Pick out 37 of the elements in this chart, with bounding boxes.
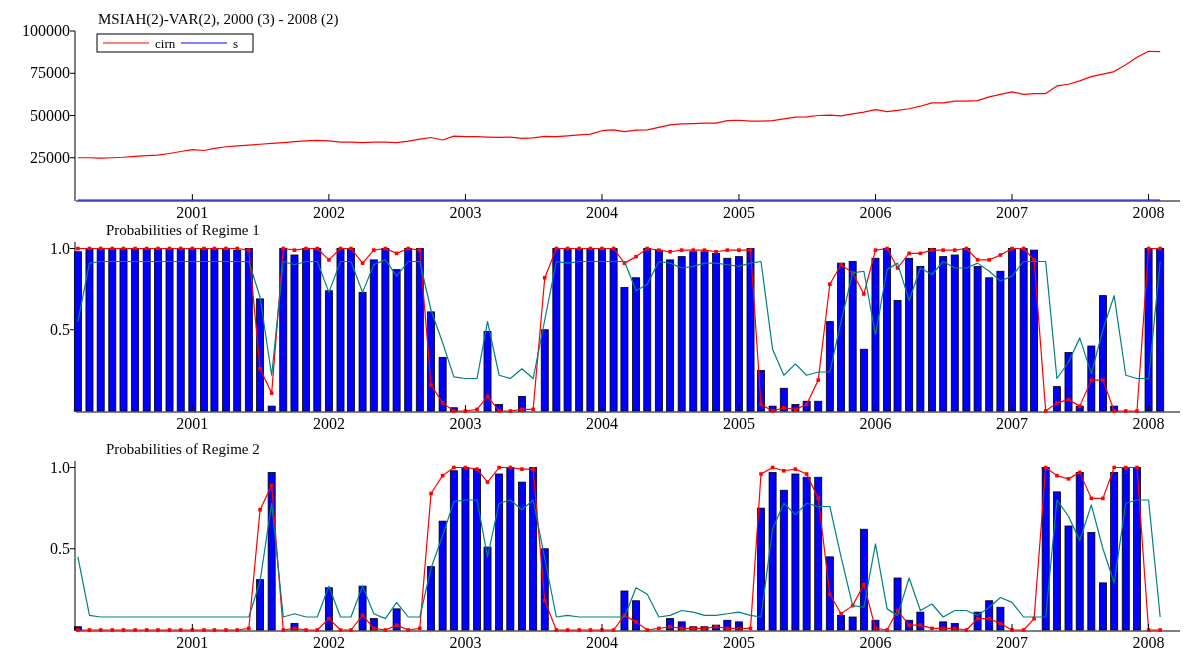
- y-tick-label: 0.5: [50, 320, 70, 338]
- legend-label: s: [233, 36, 239, 51]
- x-tick-label: 2004: [586, 415, 618, 432]
- chart-title: Probabilities of Regime 1: [106, 222, 260, 238]
- x-tick-label: 2004: [586, 634, 618, 651]
- x-tick-label: 2001: [176, 634, 209, 651]
- y-tick-label: 1.0: [50, 239, 70, 257]
- x-tick-label: 2002: [312, 415, 345, 432]
- y-tick-label: 100000: [22, 22, 70, 39]
- x-tick-label: 2005: [722, 204, 755, 221]
- y-tick-label: 25000: [30, 148, 70, 166]
- x-tick-label: 2008: [1132, 204, 1165, 221]
- x-tick-label: 2001: [176, 415, 209, 432]
- y-tick-label: 1.0: [50, 458, 70, 476]
- x-tick-label: 2008: [1132, 415, 1165, 432]
- x-tick-label: 2005: [722, 634, 755, 651]
- x-tick-label: 2007: [996, 204, 1029, 221]
- chart-title: MSIAH(2)-VAR(2), 2000 (3) - 2008 (2): [98, 11, 339, 28]
- y-tick-label: 50000: [30, 106, 70, 124]
- x-tick-label: 2003: [449, 415, 482, 432]
- legend-label: cirn: [155, 36, 176, 51]
- y-tick-label: 75000: [30, 64, 70, 82]
- x-tick-label: 2003: [449, 204, 482, 221]
- x-tick-label: 2006: [859, 634, 892, 651]
- chart-title: Probabilities of Regime 2: [106, 441, 260, 457]
- x-tick-label: 2007: [996, 415, 1029, 432]
- x-tick-label: 2008: [1132, 634, 1165, 651]
- x-tick-label: 2006: [859, 415, 892, 432]
- x-tick-label: 2003: [449, 634, 482, 651]
- x-tick-label: 2004: [586, 204, 618, 221]
- x-tick-label: 2007: [996, 634, 1029, 651]
- x-tick-label: 2002: [312, 204, 345, 221]
- x-tick-label: 2006: [859, 204, 892, 221]
- x-tick-label: 2001: [176, 204, 209, 221]
- y-tick-label: 0.5: [50, 539, 70, 557]
- x-tick-label: 2005: [722, 415, 755, 432]
- x-tick-label: 2002: [312, 634, 345, 651]
